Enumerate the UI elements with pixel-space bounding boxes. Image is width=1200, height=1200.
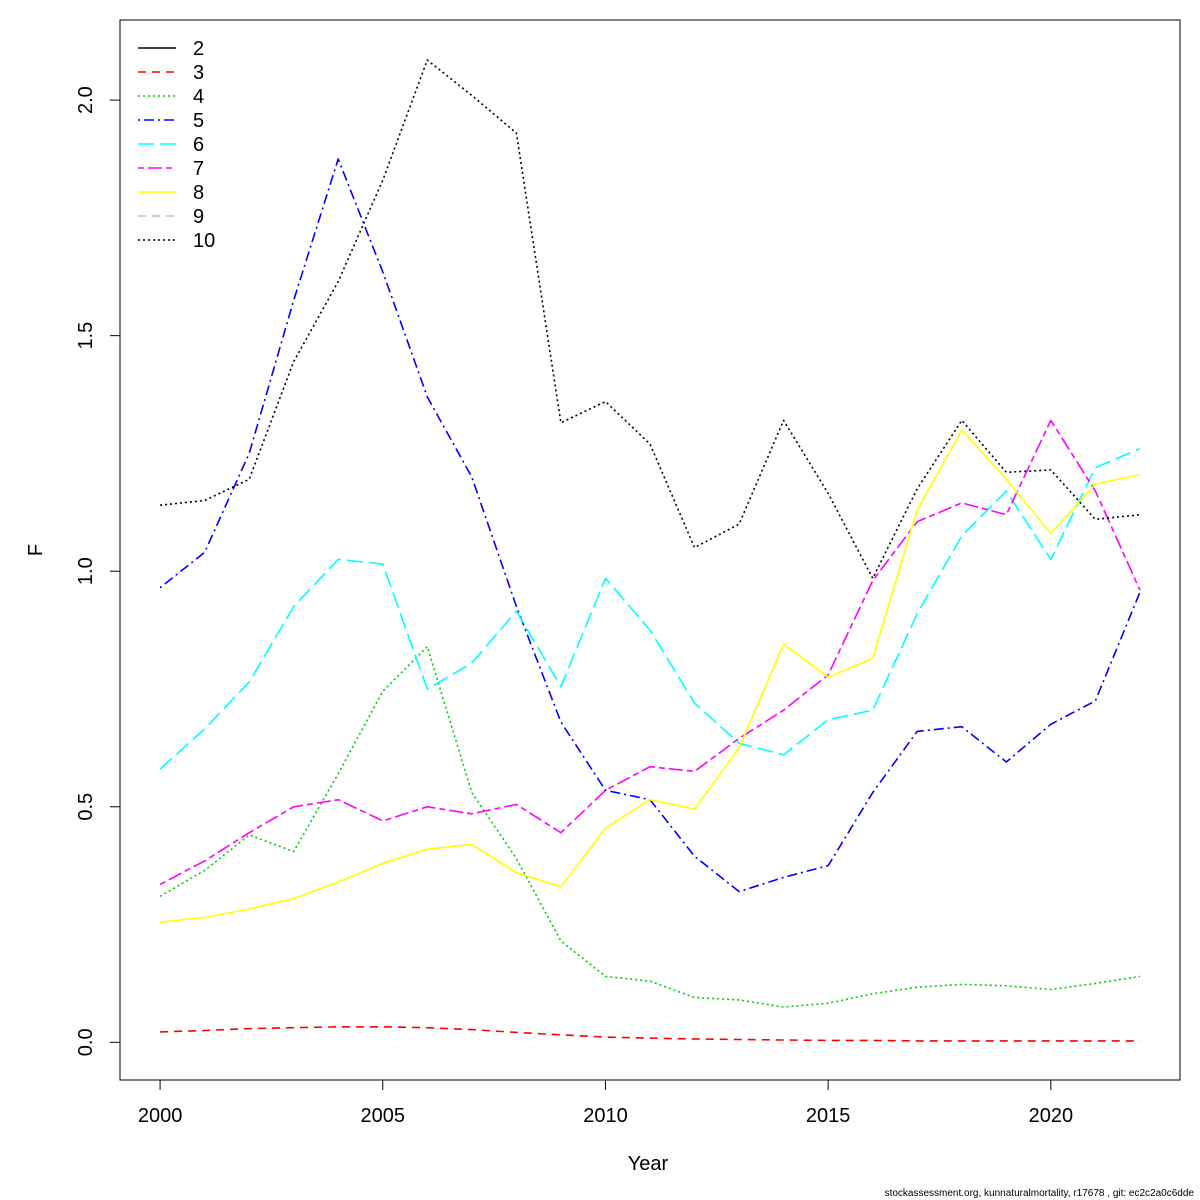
y-tick-label: 1.5 [75, 322, 97, 350]
legend-label-8: 8 [193, 182, 204, 204]
x-axis: 2000 2005 2010 2015 2020 [138, 1079, 1074, 1127]
plot-frame [119, 19, 1181, 1081]
series-line-6 [159, 447, 1141, 770]
y-axis: 0.0 0.5 1.0 1.5 2.0 [75, 86, 121, 1056]
y-tick-label: 2.0 [75, 86, 97, 114]
x-axis-label: Year [628, 1153, 669, 1175]
x-tick-label: 2015 [806, 1105, 851, 1127]
y-tick-label: 0.5 [75, 793, 97, 821]
x-tick-label: 2000 [138, 1105, 183, 1127]
series-line-10 [160, 59, 1140, 580]
legend-label-5: 5 [193, 110, 204, 132]
x-tick-label: 2020 [1029, 1105, 1074, 1127]
legend-label-7: 7 [193, 158, 204, 180]
legend-label-4: 4 [193, 86, 204, 108]
legend-label-2: 2 [193, 38, 204, 60]
series-line-4 [159, 645, 1141, 1008]
legend-label-3: 3 [193, 62, 204, 84]
y-axis-label: F [25, 544, 47, 556]
series-line-8 [160, 429, 1141, 923]
legend-label-6: 6 [193, 134, 204, 156]
legend-label-10: 10 [193, 230, 215, 252]
footer-text: stockassessment.org, kunnaturalmortality… [885, 1188, 1195, 1199]
series-lines [159, 59, 1141, 1042]
y-tick-label: 1.0 [75, 557, 97, 585]
series-line-5 [159, 158, 1141, 893]
y-tick-label: 0.0 [75, 1028, 97, 1056]
x-tick-label: 2010 [583, 1105, 628, 1127]
series-line-3 [160, 1026, 1140, 1042]
series-line-7 [159, 419, 1141, 886]
legend-label-9: 9 [193, 206, 204, 228]
x-tick-label: 2005 [361, 1105, 406, 1127]
